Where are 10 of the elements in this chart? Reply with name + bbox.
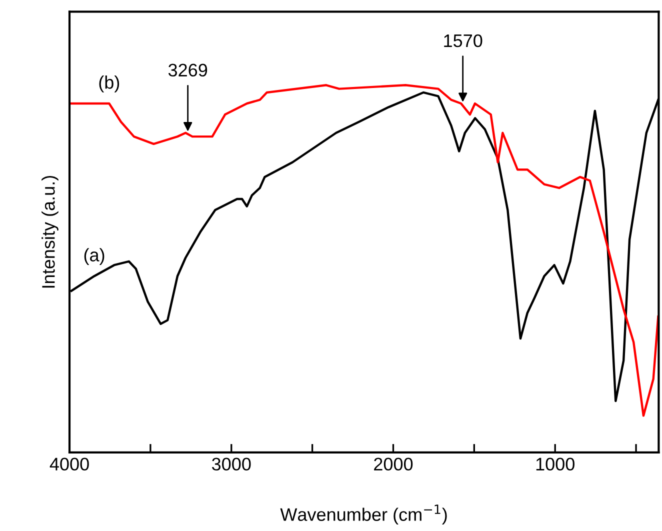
series-label: (b) bbox=[99, 76, 120, 92]
x-tick-label: 3000 bbox=[212, 458, 251, 471]
x-tick-label: 4000 bbox=[50, 458, 89, 471]
annotation: 3269 bbox=[168, 64, 208, 77]
y-axis-title: Intensity (a.u.) bbox=[42, 176, 58, 288]
series-label: (a) bbox=[84, 248, 104, 265]
x-tick-label: 1000 bbox=[536, 458, 574, 471]
annotation: 1570 bbox=[444, 34, 482, 48]
x-axis-title: Wavenumber (cm$^{−1}$) bbox=[280, 504, 447, 525]
x-tick-label: 2000 bbox=[374, 458, 413, 471]
